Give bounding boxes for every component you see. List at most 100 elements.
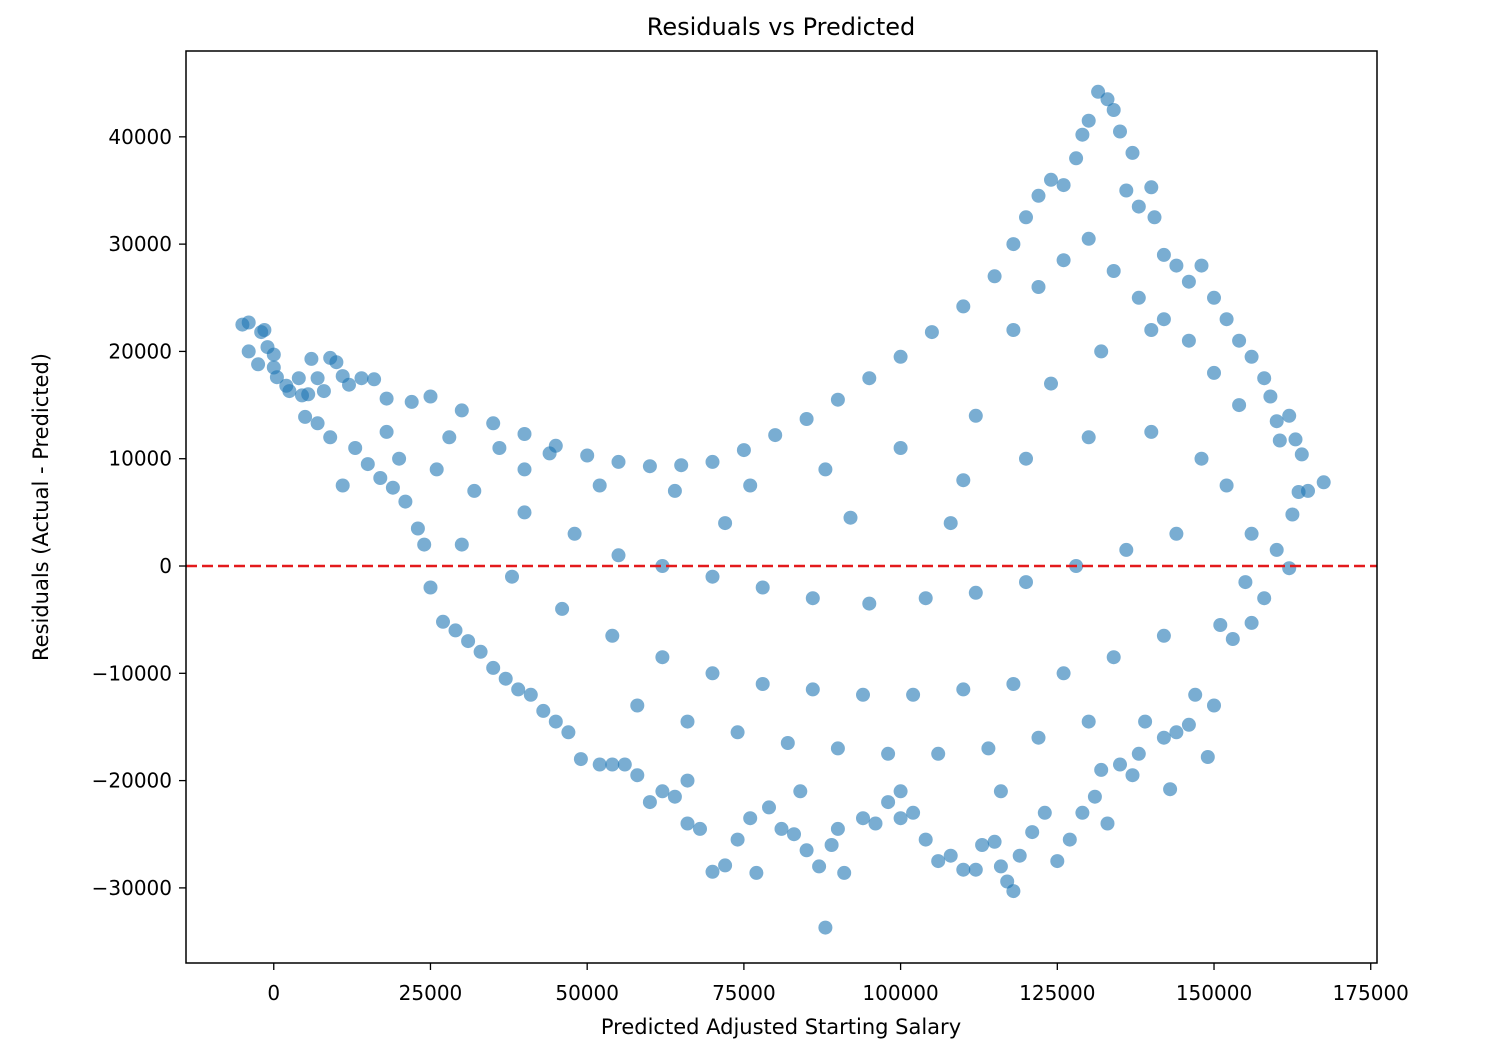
y-tick-label: −30000: [92, 876, 172, 900]
scatter-point: [968, 862, 983, 877]
scatter-point: [1081, 714, 1096, 729]
scatter-point: [1087, 789, 1102, 804]
scatter-point: [266, 347, 281, 362]
scatter-point: [379, 424, 394, 439]
scatter-point: [1031, 730, 1046, 745]
scatter-point: [423, 389, 438, 404]
scatter-point: [1138, 714, 1153, 729]
scatter-point: [924, 325, 939, 340]
scatter-point: [762, 800, 776, 815]
x-tick-label: 100000: [862, 981, 938, 1005]
x-tick-label: 25000: [399, 981, 463, 1005]
scatter-point: [561, 725, 576, 740]
scatter-point: [1194, 258, 1209, 273]
y-axis-ticks: −30000 −20000 −10000 0 10000 20000 30000 40000: [92, 125, 186, 900]
scatter-point: [1075, 127, 1090, 142]
scatter-point: [918, 591, 933, 606]
scatter-point: [705, 864, 720, 879]
scatter-point: [360, 457, 375, 472]
scatter-point: [1075, 805, 1090, 820]
scatter-point: [667, 789, 682, 804]
scatter-point: [1100, 816, 1115, 831]
scatter-point: [1200, 750, 1215, 764]
scatter-point: [1119, 183, 1134, 198]
scatter-point: [1257, 591, 1272, 606]
scatter-point: [1125, 768, 1140, 783]
scatter-point: [1225, 632, 1240, 646]
scatter-point: [768, 428, 783, 443]
scatter-point: [642, 459, 657, 474]
scatter-point: [818, 462, 833, 477]
scatter-point: [1125, 145, 1140, 160]
scatter-point: [1044, 172, 1058, 187]
scatter-point: [799, 843, 814, 858]
scatter-point: [454, 403, 469, 418]
scatter-point: [1213, 618, 1228, 632]
scatter-point: [1207, 365, 1221, 380]
scatter-point: [1106, 650, 1121, 665]
scatter-point: [269, 370, 284, 385]
scatter-point: [1269, 542, 1284, 557]
scatter-point: [492, 441, 507, 455]
scatter-point: [680, 773, 695, 788]
scatter-point: [1232, 398, 1247, 413]
scatter-point: [257, 323, 272, 337]
scatter-point: [517, 427, 532, 441]
scatter-point: [655, 650, 670, 665]
scatter-point: [906, 687, 921, 702]
scatter-point: [931, 746, 946, 761]
y-axis-title: Residuals (Actual - Predicted): [29, 353, 53, 661]
scatter-point: [1244, 526, 1259, 541]
scatter-point: [1181, 333, 1196, 348]
scatter-point: [1147, 210, 1162, 225]
scatter-point: [749, 865, 764, 880]
scatter-point: [1019, 575, 1033, 590]
scatter-point: [1031, 280, 1046, 294]
scatter-point: [1219, 478, 1234, 493]
scatter-point: [523, 687, 538, 702]
scatter-point: [1156, 628, 1171, 643]
scatter-point: [1113, 124, 1127, 139]
scatter-point: [774, 821, 789, 836]
scatter-point: [1163, 782, 1178, 797]
y-tick-label: 20000: [108, 339, 172, 363]
scatter-point: [830, 821, 845, 836]
chart-title: Residuals vs Predicted: [647, 13, 916, 41]
scatter-point: [730, 725, 745, 740]
scatter-point: [780, 736, 795, 750]
scatter-point: [611, 454, 626, 469]
scatter-point: [1131, 199, 1146, 214]
x-tick-label: 125000: [1019, 981, 1095, 1005]
scatter-point: [1207, 290, 1221, 305]
scatter-point: [511, 682, 526, 697]
scatter-point: [1131, 746, 1146, 761]
scatter-point: [956, 682, 971, 697]
scatter-point: [799, 412, 814, 426]
scatter-point: [1169, 725, 1184, 740]
scatter-point: [1285, 507, 1300, 522]
scatter-point: [968, 585, 983, 600]
scatter-point: [329, 355, 344, 370]
scatter-point: [1081, 231, 1096, 246]
scatter-point: [429, 462, 444, 477]
scatter-point: [787, 827, 801, 842]
scatter-point: [1188, 687, 1203, 702]
y-tick-label: −20000: [92, 769, 172, 793]
scatter-point: [1019, 210, 1033, 225]
scatter-point: [354, 371, 369, 386]
scatter-point: [906, 805, 921, 820]
scatter-point: [617, 757, 632, 772]
plot-frame: [185, 50, 1378, 964]
scatter-point: [818, 920, 833, 935]
scatter-point: [655, 784, 670, 799]
scatter-point: [1282, 561, 1297, 576]
scatter-point: [367, 372, 382, 387]
scatter-point: [580, 448, 595, 463]
scatter-point: [1263, 389, 1278, 404]
scatter-point: [718, 516, 733, 531]
scatter-point: [605, 757, 620, 772]
scatter-point: [881, 746, 896, 761]
scatter-point: [298, 409, 313, 424]
scatter-point: [573, 752, 588, 767]
